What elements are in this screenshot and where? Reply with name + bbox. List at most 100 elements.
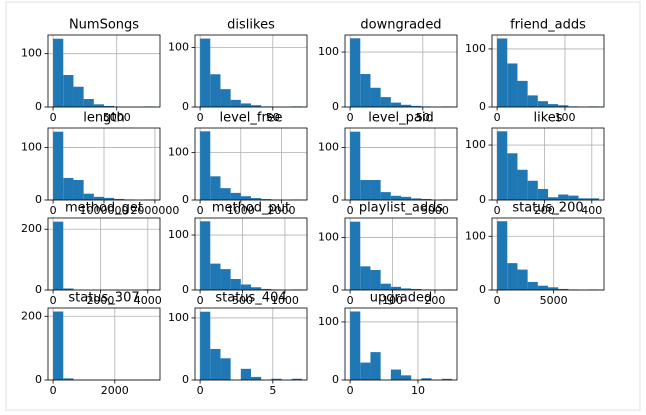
subplot-title: downgraded [360,18,441,33]
bar [210,263,221,290]
y-tick-label: 0 [182,373,189,386]
bar [537,285,548,290]
bar [558,105,569,107]
y-tick-label: 100 [465,138,486,151]
x-tick-label: 5000 [103,111,131,124]
subplot-title: playlist_adds [359,201,444,216]
x-tick-label: 0 [494,294,501,307]
bar [411,198,422,200]
y-tick-label: 100 [465,229,486,242]
bar [578,198,589,200]
x-tick-label: 5000 [421,204,449,217]
axes-frame [491,34,605,108]
bar [63,378,74,380]
subplot-title: level_paid [368,111,434,126]
bar [380,283,391,290]
x-tick-label: 5 [269,384,276,397]
bar [291,378,302,380]
y-tick-label: 100 [318,315,339,328]
bar [411,288,422,290]
bar [588,198,599,200]
bar [360,180,371,200]
bar [240,368,251,380]
frame [5,1,641,411]
bar [507,263,518,290]
y-tick-label: 0 [332,283,339,296]
x-tick-label: 400 [581,204,602,217]
y-tick-label: 0 [35,283,42,296]
y-tick-label: 0 [35,100,42,113]
bar [210,348,221,380]
x-tick-label: 0 [197,204,204,217]
y-tick-label: 0 [182,193,189,206]
subplot-title: length [83,111,124,126]
bar [401,104,412,107]
subplot-title: method_put [212,201,290,216]
y-tick-label: 0 [182,100,189,113]
y-tick-label: 100 [318,230,339,243]
bar [83,193,94,200]
x-tick-label: 50 [416,111,430,124]
bar [421,378,432,380]
bar [73,180,84,200]
bar [63,177,74,200]
bar [390,102,401,107]
y-tick-label: 100 [21,47,42,60]
bar [517,80,528,107]
bar [558,194,569,200]
bar [370,87,381,107]
bar [401,196,412,200]
x-tick-label: 2000000 [130,204,179,217]
bar [240,103,251,107]
bar [53,311,64,380]
bar [548,287,559,290]
bar [441,378,452,380]
bar [380,192,391,200]
x-tick-label: 100 [382,294,403,307]
bar [104,105,115,107]
y-tick-label: 0 [479,100,486,113]
bar [537,101,548,107]
bar [93,104,104,107]
axes-frame [194,127,308,201]
axes-frame [344,307,458,381]
bar [200,311,211,380]
bar [390,195,401,200]
axes-frame [47,34,161,108]
bar [517,269,528,290]
axes-frame [194,34,308,108]
x-tick-label: 0 [494,204,501,217]
bar [63,288,74,290]
x-tick-label: 50 [266,111,280,124]
bar [93,196,104,200]
axes-frame [47,307,161,381]
x-tick-label: 10 [411,384,425,397]
bar [73,86,84,107]
axes-frame [491,127,605,201]
y-tick-label: 100 [318,140,339,153]
x-tick-label: 0 [347,294,354,307]
y-tick-label: 100 [168,228,189,241]
bar [261,199,272,200]
bar [104,197,115,200]
bar [411,105,422,107]
bar [558,288,569,290]
bar [370,352,381,380]
x-tick-label: 0 [50,204,57,217]
y-tick-label: 100 [318,45,339,58]
y-tick-label: 100 [465,42,486,55]
subplot-title: likes [533,111,562,126]
bar [53,221,64,290]
bar [200,221,211,290]
y-tick-label: 0 [332,373,339,386]
y-tick-label: 0 [182,283,189,296]
y-tick-label: 100 [21,140,42,153]
bar [497,221,508,290]
bar [401,375,412,380]
bar [230,99,241,107]
subplot-title: friend_adds [510,18,586,33]
subplot-title: method_get [65,201,143,216]
bar [568,195,579,200]
bar [271,378,282,380]
axes-frame [194,307,308,381]
